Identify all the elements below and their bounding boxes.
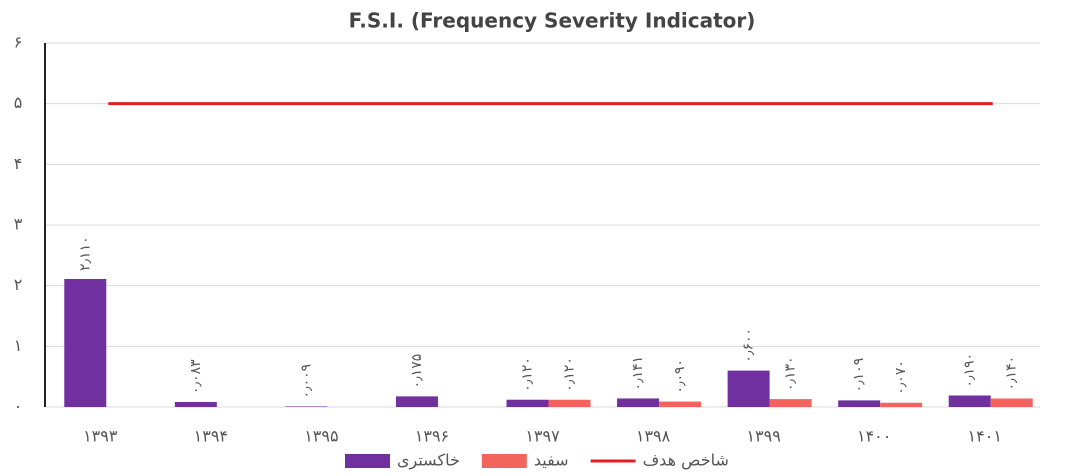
bar — [769, 399, 812, 407]
data-label: ۰٫۰۷۰ — [893, 360, 909, 395]
x-tick-label: ۱۳۹۵ — [304, 427, 338, 446]
x-tick-label: ۱۳۹۳ — [83, 427, 118, 446]
data-label: ۲٫۱۱۰ — [77, 236, 93, 271]
y-tick-label: ۵ — [14, 93, 23, 112]
bar — [659, 401, 702, 407]
data-label: ۰٫۱۲۰ — [562, 357, 578, 392]
x-tick-label: ۱۴۰۰ — [857, 427, 891, 446]
bar — [948, 395, 991, 407]
legend-label: سفید — [534, 451, 569, 470]
y-tick-label: ۱ — [14, 336, 23, 355]
bar — [285, 406, 328, 407]
data-label: ۰٫۱۷۵ — [409, 354, 425, 389]
legend-label: خاکستری — [397, 451, 460, 471]
legend-swatch — [481, 454, 527, 468]
data-label: ۰٫۰۰۹ — [298, 364, 314, 399]
y-tick-label: ۰ — [14, 397, 23, 416]
x-tick-label: ۱۳۹۹ — [746, 427, 780, 446]
y-tick-label: ۲ — [14, 275, 23, 294]
data-label: ۰٫۱۹۰ — [962, 353, 978, 388]
data-label: ۰٫۱۰۹ — [851, 358, 867, 393]
legend-swatch — [345, 454, 390, 468]
y-tick-label: ۳ — [14, 215, 23, 234]
x-tick-label: ۱۳۹۸ — [636, 427, 671, 446]
data-label: ۰٫۶۰۰ — [741, 328, 757, 363]
bar — [838, 400, 881, 407]
x-tick-label: ۱۴۰۱ — [968, 427, 1002, 446]
data-label: ۰٫۱۳۰ — [783, 356, 799, 391]
chart-title: F.S.I. (Frequency Severity Indicator) — [349, 9, 756, 33]
bar — [64, 278, 107, 407]
x-tick-label: ۱۳۹۶ — [415, 427, 449, 446]
bar — [727, 370, 770, 407]
data-label: ۰٫۱۴۱ — [630, 356, 646, 391]
y-tick-label: ۶ — [14, 33, 23, 52]
bar — [548, 399, 591, 407]
y-tick-label: ۴ — [14, 154, 23, 173]
data-label: ۰٫۱۲۰ — [520, 357, 536, 392]
x-tick-label: ۱۳۹۴ — [194, 427, 228, 446]
data-label: ۰٫۰۸۳ — [188, 359, 204, 394]
x-tick-label: ۱۳۹۷ — [525, 427, 560, 446]
bar — [395, 396, 438, 407]
bar — [617, 398, 660, 407]
bar — [880, 402, 923, 407]
data-label: ۰٫۱۴۰ — [1004, 356, 1020, 391]
bar — [174, 401, 217, 407]
legend-label: شاخص هدف — [643, 451, 729, 471]
bar — [990, 398, 1033, 407]
data-label: ۰٫۰۹۰ — [672, 359, 688, 394]
bar — [506, 399, 549, 407]
